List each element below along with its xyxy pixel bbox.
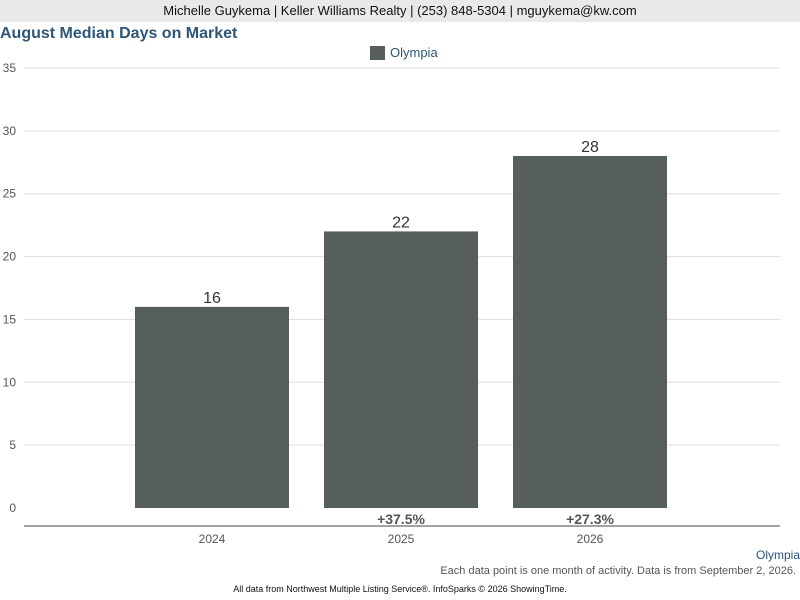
y-tick-label: 5	[9, 438, 16, 452]
data-note: Each data point is one month of activity…	[440, 565, 796, 577]
agent-contact-bar: Michelle Guykema | Keller Williams Realt…	[0, 0, 800, 22]
bar	[324, 231, 478, 508]
bar-value-label: 22	[392, 214, 410, 231]
y-tick-label: 30	[3, 124, 17, 138]
legend-label: Olympia	[390, 45, 438, 60]
x-tick-label: 2025	[388, 532, 415, 546]
bar-value-label: 28	[581, 139, 599, 156]
y-tick-label: 25	[3, 187, 17, 201]
bar	[135, 306, 289, 508]
bar-value-label: 16	[203, 290, 221, 307]
y-tick-label: 10	[3, 375, 17, 389]
y-tick-label: 35	[3, 61, 17, 75]
footer-series-label[interactable]: Olympia	[755, 548, 800, 562]
change-label: +37.5%	[377, 511, 425, 527]
bar	[513, 156, 667, 508]
y-tick-label: 0	[9, 501, 16, 515]
change-label: +27.3%	[566, 511, 614, 527]
legend-swatch	[370, 45, 385, 60]
x-tick-label: 2026	[577, 532, 604, 546]
y-tick-label: 20	[3, 250, 17, 264]
x-tick-label: 2024	[199, 532, 226, 546]
chart-legend[interactable]: Olympia	[370, 45, 438, 60]
data-source: All data from Northwest Multiple Listing…	[233, 584, 567, 594]
y-tick-label: 15	[3, 312, 17, 326]
chart-title: August Median Days on Market	[0, 25, 238, 42]
